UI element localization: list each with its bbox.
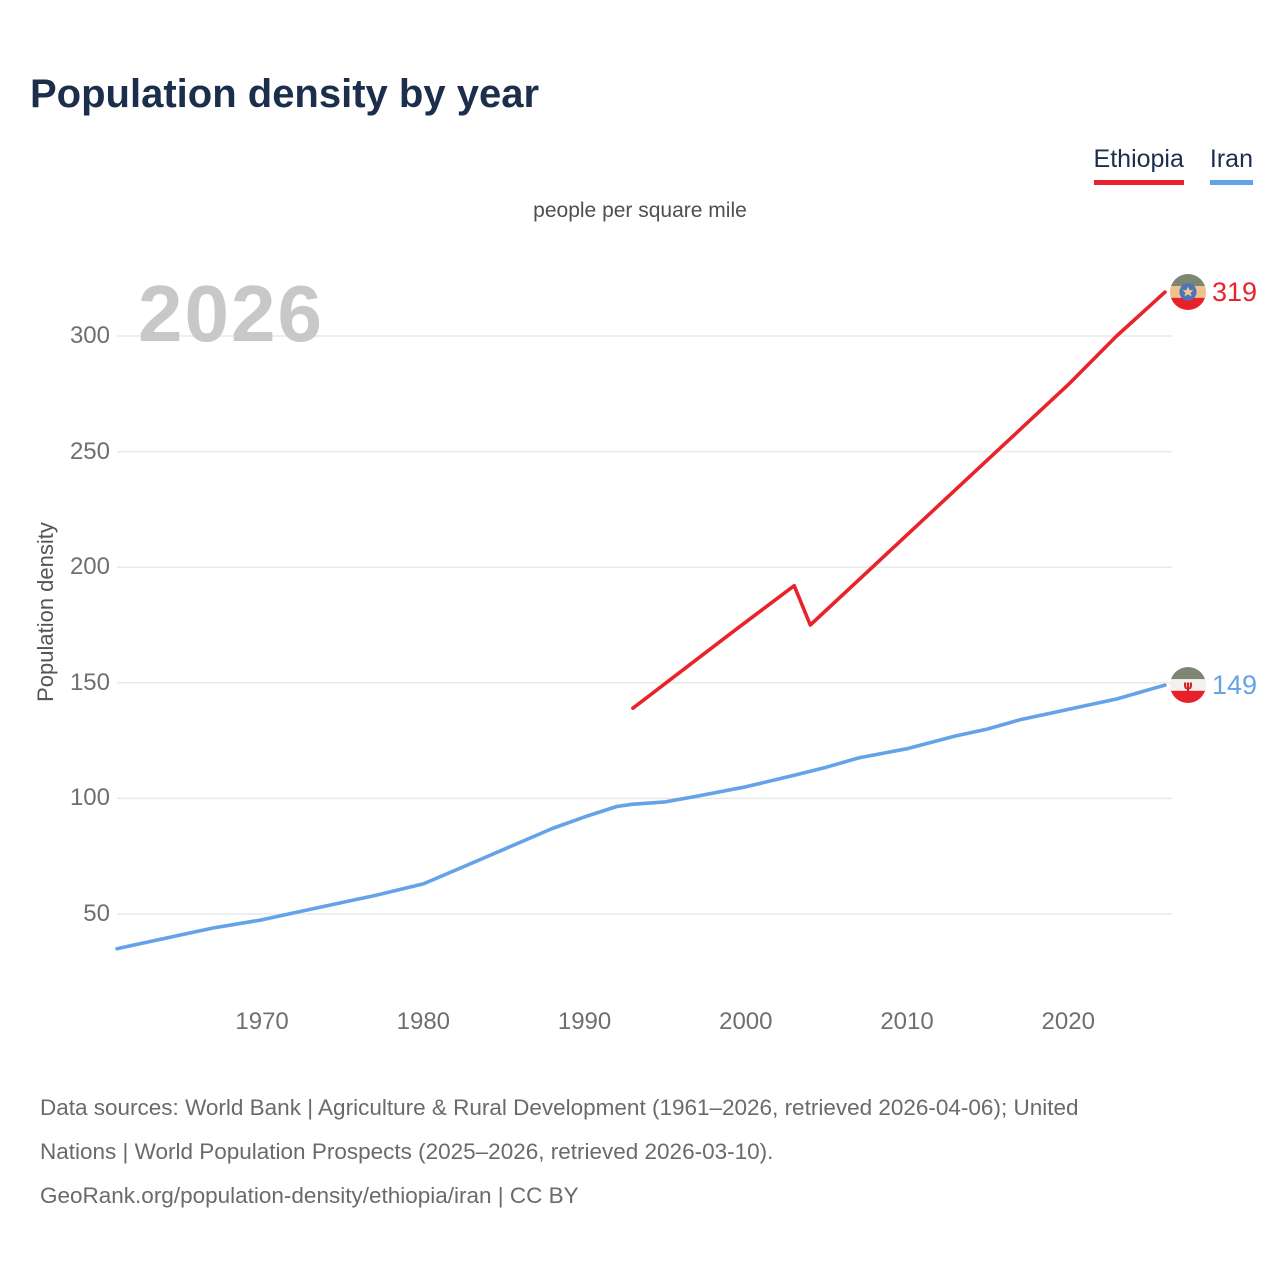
x-tick-label: 2000 — [719, 1008, 773, 1035]
chart-subtitle: people per square mile — [533, 199, 747, 222]
legend-label-iran: Iran — [1209, 145, 1253, 173]
y-tick-label: 300 — [69, 322, 110, 349]
legend-item-iran[interactable]: Iran — [1209, 145, 1253, 185]
y-tick-label: 150 — [69, 668, 110, 696]
ethiopia-end-value: 319 — [1212, 277, 1258, 308]
legend-item-ethiopia[interactable]: Ethiopia — [1093, 145, 1184, 185]
series-line-ethiopia[interactable] — [631, 290, 1167, 711]
x-tick-label: 1980 — [396, 1008, 451, 1035]
ethiopia-flag-icon — [1170, 274, 1206, 311]
x-tick-label: 2020 — [1041, 1008, 1095, 1035]
y-tick-label: 200 — [69, 553, 110, 581]
iran-flag-icon: ψ — [1170, 667, 1206, 704]
x-tick-label: 2010 — [880, 1008, 934, 1035]
svg-text:ψ: ψ — [1183, 679, 1193, 693]
footer-line-1: Data sources: World Bank | Agriculture &… — [40, 1095, 1079, 1120]
watermark-year: 2026 — [138, 269, 324, 358]
y-tick-label: 250 — [69, 437, 110, 465]
x-tick-label: 1970 — [235, 1008, 289, 1035]
iran-end-value: 149 — [1212, 670, 1258, 701]
legend: Ethiopia Iran — [1093, 145, 1253, 185]
legend-label-ethiopia: Ethiopia — [1093, 145, 1184, 173]
series-line-iran[interactable] — [115, 683, 1167, 951]
y-tick-label: 50 — [83, 900, 110, 927]
page-title: Population density by year — [30, 72, 540, 116]
y-tick-label: 100 — [69, 784, 110, 812]
data-sources-note: Data sources: World Bank | Agriculture &… — [40, 1086, 1260, 1218]
footer-line-2: Nations | World Population Prospects (20… — [40, 1139, 774, 1164]
footer-line-3: GeoRank.org/population-density/ethiopia/… — [40, 1183, 579, 1208]
x-tick-label: 1990 — [557, 1008, 612, 1035]
